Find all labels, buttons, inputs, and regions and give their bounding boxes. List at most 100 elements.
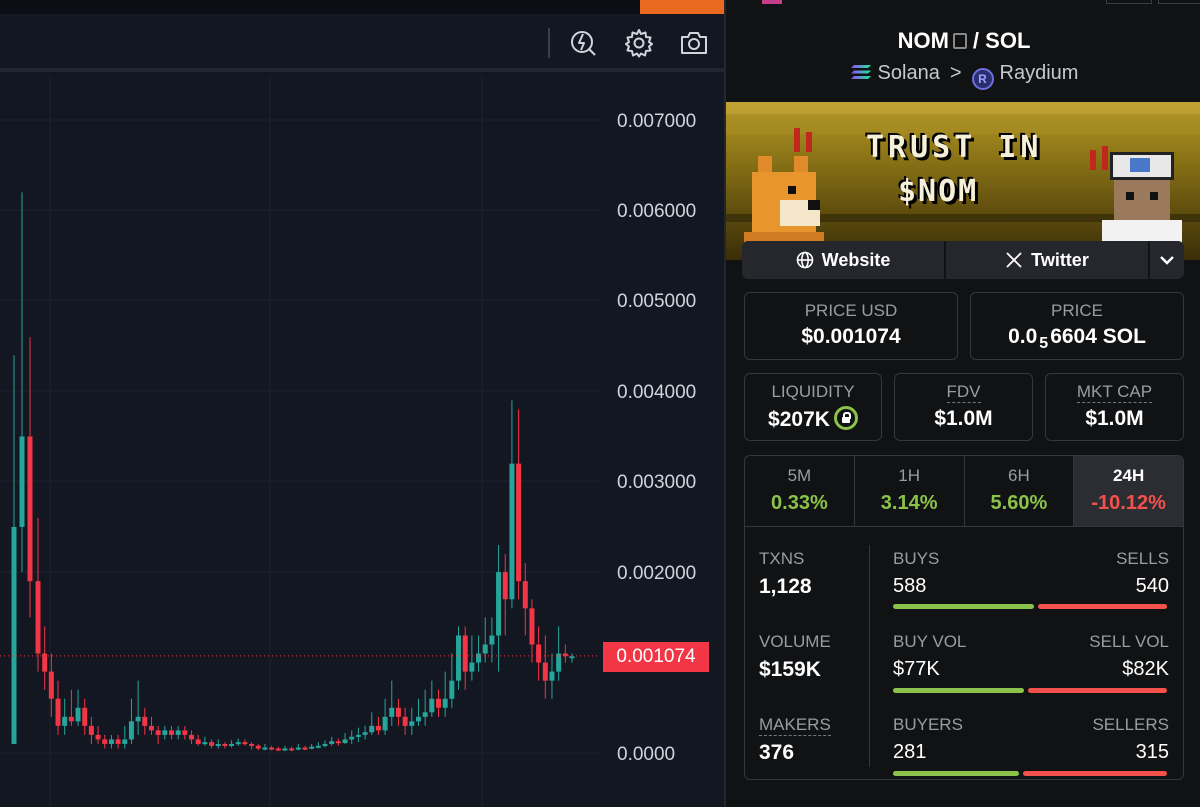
chain-link[interactable]: Solana	[877, 62, 940, 84]
sells-ratio-bar	[1038, 604, 1167, 609]
txns-label: TXNS	[759, 549, 805, 568]
site-logo-icon[interactable]	[762, 0, 782, 4]
candle-body	[342, 739, 348, 744]
header-button-stub[interactable]	[1158, 0, 1200, 4]
pirate-pixel-character	[1096, 152, 1186, 248]
price-usd-box: PRICE USD $0.001074	[744, 292, 958, 360]
buys-label: BUYS	[893, 549, 940, 568]
candle-body	[55, 698, 61, 726]
mktcap-box: MKT CAP $1.0M	[1045, 373, 1184, 441]
tab-1h[interactable]: 1H 3.14%	[855, 456, 965, 526]
candle-body	[215, 743, 221, 746]
candle-body	[262, 747, 268, 750]
mktcap-label[interactable]: MKT CAP	[1076, 382, 1153, 403]
toolbar-divider	[548, 28, 550, 58]
pair-title: NOM / SOL	[726, 28, 1200, 54]
banner-ticker: $NOM	[898, 174, 979, 209]
buy-vol-ratio-bar	[893, 688, 1024, 693]
candle-body	[35, 581, 41, 654]
candle-body	[355, 734, 361, 737]
candle-body	[275, 748, 281, 751]
buy-vol-label: BUY VOL	[893, 632, 967, 651]
price-sol-label: PRICE	[1051, 301, 1103, 320]
price-chart-pane[interactable]: 0.007000 0.006000 0.005000 0.004000 0.003000…	[0, 0, 724, 807]
candle-body	[322, 743, 328, 746]
timeframe-tabs: 5M 0.33% 1H 3.14% 6H 5.60% 24H -10.12%	[744, 455, 1184, 527]
candle-body	[282, 748, 288, 751]
liquidity-box: LIQUIDITY $207K	[744, 373, 882, 441]
fdv-box: FDV $1.0M	[894, 373, 1033, 441]
sellers-value: 315	[1135, 741, 1169, 763]
quote-symbol: SOL	[985, 28, 1031, 53]
candle-body	[242, 742, 248, 745]
candle-body	[509, 463, 515, 600]
buys-ratio-bar	[893, 604, 1034, 609]
chevron-right-icon: >	[949, 62, 962, 84]
candle-body	[536, 644, 542, 663]
candle-body	[249, 743, 255, 746]
liquidity-label: LIQUIDITY	[771, 382, 855, 401]
candle-body	[522, 581, 528, 609]
pair-header: NOM / SOL Solana > R Raydium	[726, 0, 1200, 102]
price-sol-value: 0.0 56604 SOL	[1008, 325, 1146, 352]
settings-gear-icon[interactable]	[622, 26, 656, 60]
twitter-button[interactable]: Twitter	[946, 241, 1150, 279]
candle-body	[335, 741, 341, 744]
candle-body	[235, 742, 241, 745]
banner-headline: TRUST IN	[866, 130, 1043, 165]
candle-body	[489, 635, 495, 645]
price-axis-label: 0.006000	[617, 201, 696, 222]
candle-body	[389, 707, 395, 717]
solana-logo-icon	[850, 65, 871, 79]
liquidity-value: $207K	[745, 406, 881, 432]
price-axis-label: 0.007000	[617, 111, 696, 132]
candle-body	[27, 436, 33, 582]
candle-body	[209, 742, 215, 746]
tab-24h[interactable]: 24H -10.12%	[1074, 456, 1183, 526]
buys-value: 588	[893, 575, 927, 597]
price-axis-label: 0.002000	[617, 563, 696, 584]
current-price-tag: 0.001074	[603, 642, 709, 672]
candle-body	[68, 716, 74, 722]
candle-body	[95, 734, 101, 740]
quick-replay-icon[interactable]	[566, 26, 600, 60]
sellers-label: SELLERS	[1092, 715, 1169, 734]
candle-body	[309, 746, 315, 749]
candle-body	[436, 698, 441, 708]
sell-vol-value: $82K	[1122, 658, 1169, 680]
makers-label[interactable]: MAKERS	[759, 715, 831, 736]
candle-body	[75, 707, 81, 722]
tab-5m[interactable]: 5M 0.33%	[745, 456, 855, 526]
candle-body	[48, 671, 54, 699]
candle-body	[362, 732, 368, 735]
candle-body	[429, 698, 435, 713]
dex-link[interactable]: Raydium	[999, 62, 1079, 84]
candle-body	[449, 680, 455, 699]
buyers-value: 281	[893, 741, 927, 763]
liquidity-locked-icon[interactable]	[833, 406, 858, 430]
candle-body	[42, 653, 48, 672]
raydium-logo-icon: R	[971, 68, 994, 90]
volume-value: $159K	[759, 658, 821, 681]
buy-vol-value: $77K	[893, 658, 940, 680]
copy-address-icon[interactable]	[952, 33, 967, 49]
sells-label: SELLS	[1116, 549, 1169, 568]
camera-screenshot-icon[interactable]	[677, 26, 711, 60]
candlestick-plot[interactable]: 0.007000 0.006000 0.005000 0.004000 0.003000…	[0, 76, 724, 807]
tab-6h[interactable]: 6H 5.60%	[965, 456, 1075, 526]
header-button-stub[interactable]	[1106, 0, 1152, 4]
more-links-chevron-icon[interactable]	[1150, 241, 1184, 279]
candle-body	[122, 739, 128, 744]
candle-body	[549, 671, 555, 681]
candle-body	[222, 743, 228, 746]
website-button[interactable]: Website	[742, 241, 946, 279]
fdv-label[interactable]: FDV	[946, 382, 981, 403]
candle-body	[162, 730, 168, 735]
price-usd-value: $0.001074	[801, 325, 901, 348]
orange-accent-strip	[640, 0, 724, 14]
price-axis-label: 0.0000	[617, 744, 675, 765]
pair-separator: /	[972, 28, 980, 53]
candle-body	[375, 725, 381, 731]
buyers-ratio-bar	[893, 771, 1019, 776]
